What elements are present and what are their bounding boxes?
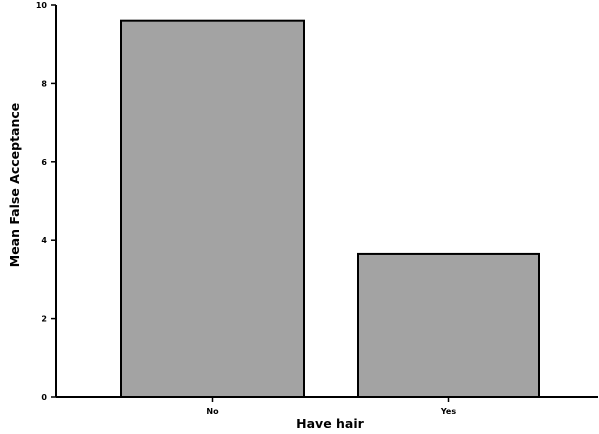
y-tick-label: 8 [41,79,47,88]
y-axis-ticks: 0 2 4 6 8 10 [36,1,56,402]
y-tick-label: 6 [41,158,47,167]
x-axis-ticks: No Yes [206,397,456,416]
y-tick-label: 10 [36,1,48,10]
bar-yes [357,252,540,398]
bar-no [120,19,305,399]
bars [120,19,540,399]
y-tick-label: 0 [41,393,47,402]
x-axis-title: Have hair [296,416,364,431]
axes [55,5,598,398]
x-tick-label-no: No [206,407,219,416]
y-tick-label: 2 [41,315,47,324]
y-axis-title: Mean False Acceptance [7,103,22,268]
y-tick-label: 4 [41,236,47,245]
x-tick-label-yes: Yes [440,407,456,416]
